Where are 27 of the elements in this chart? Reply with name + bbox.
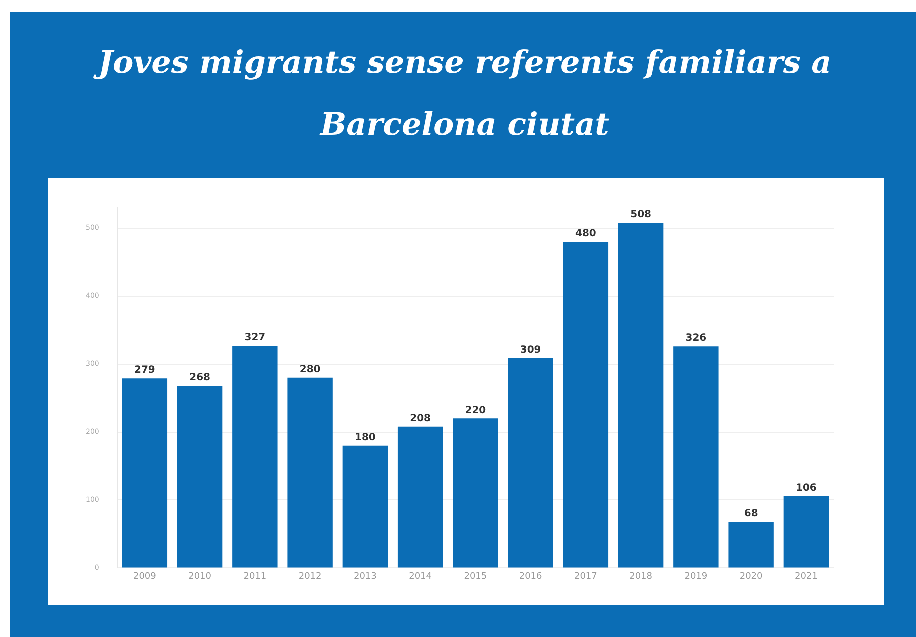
data-label: 279 — [134, 365, 156, 376]
x-tick-label: 2016 — [519, 572, 543, 582]
x-tick-label: 2012 — [298, 572, 322, 582]
data-label: 309 — [520, 344, 542, 356]
x-tick-label: 2011 — [244, 572, 267, 582]
data-label: 68 — [744, 508, 758, 520]
x-tick-label: 2020 — [740, 572, 764, 582]
x-tick-label: 2013 — [354, 572, 377, 582]
x-tick-label: 2018 — [630, 572, 653, 582]
x-tick-label: 2010 — [188, 572, 212, 582]
x-tick-label: 2021 — [794, 572, 818, 582]
data-label: 480 — [575, 228, 596, 240]
data-label: 508 — [630, 210, 652, 221]
data-label: 220 — [465, 405, 486, 416]
x-tick-label: 2015 — [464, 572, 488, 582]
data-label: 180 — [354, 432, 376, 444]
data-label: 280 — [300, 364, 321, 376]
x-tick-label: 2019 — [684, 572, 708, 582]
chart-title: Joves migrants sense referents familiars a Barcelona ciutat — [92, 44, 833, 145]
data-label: 327 — [244, 332, 266, 344]
data-label: 326 — [686, 333, 707, 344]
data-label: 268 — [190, 372, 211, 384]
x-tick-label: 2014 — [409, 572, 432, 582]
x-tick-label: 2009 — [133, 572, 157, 582]
data-label: 106 — [796, 482, 817, 494]
x-tick-label: 2017 — [574, 572, 598, 582]
data-label: 208 — [410, 413, 432, 424]
